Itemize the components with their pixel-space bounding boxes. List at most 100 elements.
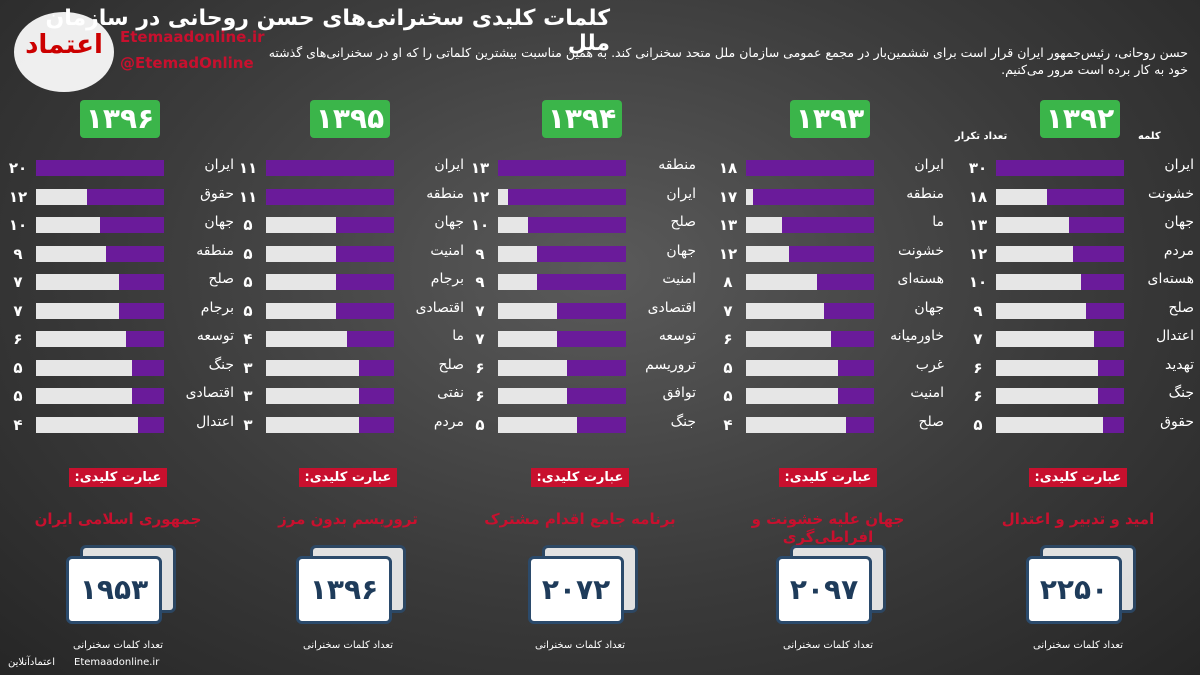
count-label: ۱۳ <box>968 216 988 234</box>
count-label: ۱۲ <box>718 244 738 263</box>
bar <box>753 188 874 205</box>
word-label: توسعه <box>196 328 234 344</box>
word-label: مردم <box>1163 242 1194 259</box>
bar-track <box>36 416 164 433</box>
total-box: ۲۰۹۷ <box>776 556 872 624</box>
count-label: ۱۸ <box>968 187 988 206</box>
word-label: منطقه <box>426 185 464 202</box>
bar-track <box>996 359 1124 376</box>
bar <box>537 245 626 262</box>
key-phrase: برنامه جامع اقدام مشترک <box>484 510 676 528</box>
total-box: ۲۲۵۰ <box>1026 556 1122 624</box>
bar <box>838 359 874 376</box>
count-label: ۱۸ <box>718 159 738 177</box>
word-label: ایران <box>666 185 696 202</box>
bar <box>87 188 164 205</box>
word-label: توسعه <box>658 328 696 344</box>
word-label: تهدید <box>1165 356 1194 373</box>
bar <box>1047 188 1124 205</box>
bar <box>557 331 626 347</box>
word-label: اعتدال <box>196 413 234 430</box>
word-label: غرب <box>915 356 944 373</box>
word-label: ما <box>932 214 944 230</box>
word-label: امنیت <box>910 385 944 401</box>
count-label: ۱۰ <box>968 273 988 291</box>
bar <box>537 274 626 290</box>
bar <box>831 331 874 347</box>
footer-site: Etemaadonline.ir <box>74 657 160 668</box>
count-label: ۵ <box>243 244 253 263</box>
bar <box>781 217 874 233</box>
bar <box>119 302 164 319</box>
word-label: تروریسم <box>645 356 696 373</box>
count-label: ۳ <box>243 387 253 405</box>
word-label: برجام <box>430 271 464 287</box>
word-label: صلح <box>918 413 944 430</box>
word-label: امنیت <box>430 242 464 259</box>
count-label: ۶ <box>13 330 23 348</box>
count-label: ۶ <box>475 358 485 377</box>
bar <box>817 274 874 290</box>
count-label: ۷ <box>13 301 23 320</box>
count-label: ۵ <box>973 415 983 434</box>
count-label: ۵ <box>13 358 23 377</box>
total-caption: تعداد کلمات سخنرانی <box>302 640 394 651</box>
bar <box>557 302 626 319</box>
count-label: ۷ <box>723 301 733 320</box>
footer-name: اعتمادآنلاین <box>8 657 55 668</box>
count-label: ۵ <box>13 387 23 405</box>
count-label: ۴ <box>243 330 253 348</box>
word-label: جهان <box>666 242 696 259</box>
bar <box>266 188 394 205</box>
key-label: عبارت کلیدی: <box>778 468 878 487</box>
bar-track <box>746 416 874 433</box>
count-label: ۴ <box>723 415 733 434</box>
count-label: ۱۰ <box>470 216 490 234</box>
count-label: ۱۲ <box>968 244 988 263</box>
bar <box>359 416 394 433</box>
key-phrase: جهان علیه خشونت و افراطی‌گری <box>751 510 905 546</box>
word-label: اقتصادی <box>647 299 696 316</box>
count-label: ۹ <box>475 244 485 263</box>
bar <box>996 160 1124 176</box>
count-label: ۱۱ <box>238 159 258 177</box>
website: Etemaadonline.ir <box>120 28 265 46</box>
count-label: ۹ <box>973 301 983 320</box>
word-label: اقتصادی <box>185 385 234 401</box>
word-label: جهان <box>204 214 234 230</box>
bar <box>132 359 164 376</box>
key-phrase: امید و تدبیر و اعتدال <box>1001 510 1155 528</box>
year-badge: ۱۳۹۶ <box>80 100 160 138</box>
count-label: ۵ <box>723 358 733 377</box>
year-badge: ۱۳۹۳ <box>790 100 870 138</box>
word-label: خشونت <box>897 242 944 259</box>
word-label: اقتصادی <box>415 299 464 316</box>
logo-text: اعتماد <box>25 30 103 60</box>
word-label: جنگ <box>1168 385 1194 401</box>
word-label: حقوق <box>1160 413 1194 430</box>
count-label: ۱۲ <box>8 187 28 206</box>
word-label: منطقه <box>658 157 696 173</box>
bar <box>132 388 164 404</box>
bar <box>138 416 164 433</box>
count-label: ۱۷ <box>718 187 738 206</box>
bar <box>838 388 874 404</box>
word-label: جهان <box>434 214 464 230</box>
bar <box>746 160 874 176</box>
word-label: برجام <box>200 299 234 316</box>
word-label: هسته‌ای <box>897 271 944 287</box>
bar <box>335 217 394 233</box>
year-badge: ۱۳۹۵ <box>310 100 390 138</box>
bar <box>1072 245 1124 262</box>
count-label: ۱۳ <box>718 216 738 234</box>
word-label: جهان <box>1164 214 1194 230</box>
bar <box>788 245 874 262</box>
key-phrase: جمهوری اسلامی ایران <box>34 510 202 528</box>
count-header: تعداد تکرار <box>955 131 1008 142</box>
word-label: خاورمیانه <box>890 328 944 344</box>
bar <box>1094 331 1124 347</box>
count-label: ۷ <box>475 301 485 320</box>
word-label: ایران <box>914 157 944 173</box>
bar <box>507 188 626 205</box>
count-label: ۵ <box>723 387 733 405</box>
